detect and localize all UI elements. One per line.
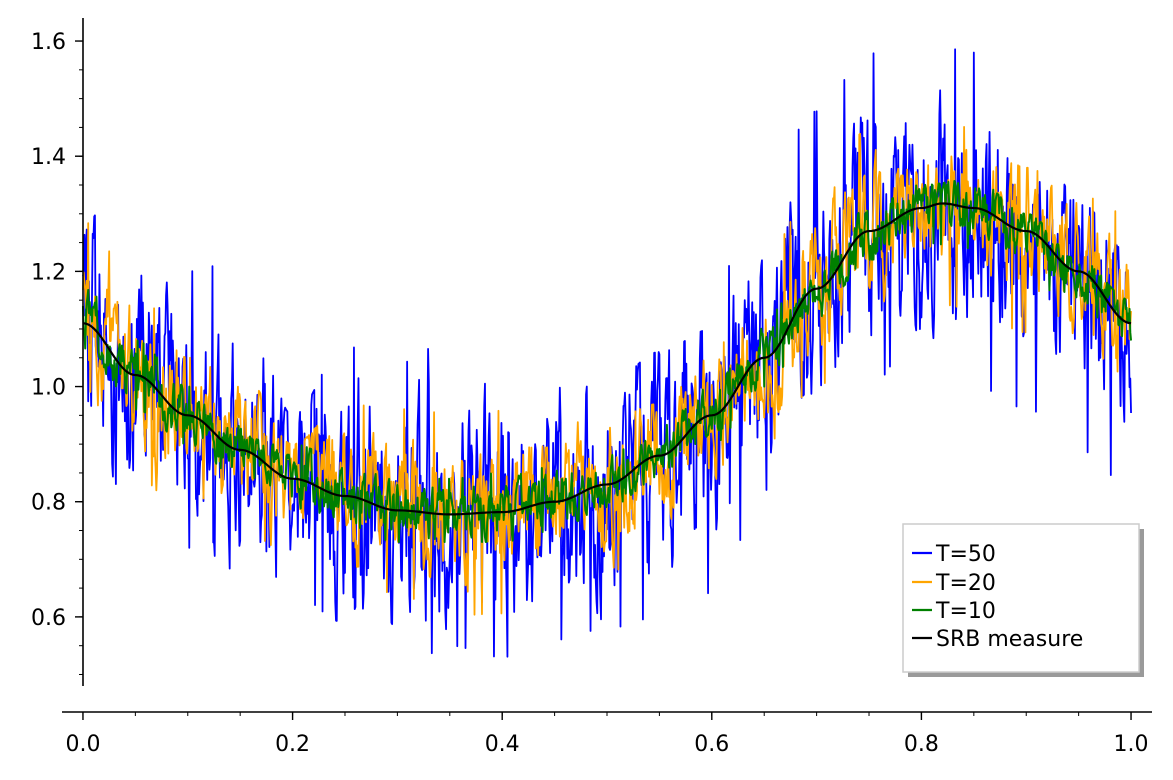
x-tick-label: 0.0 — [65, 732, 100, 757]
series-line-t10 — [81, 179, 1133, 544]
x-ticks-group: 0.0 0.2 0.4 0.6 0.8 1.0 — [65, 712, 1149, 757]
legend-item-t50: T=50 — [912, 542, 996, 567]
legend-box — [902, 523, 1140, 673]
x-tick-label: 0.6 — [694, 732, 729, 757]
y-tick-label: 1.0 — [31, 376, 66, 401]
x-tick-label: 0.4 — [485, 732, 520, 757]
x-tick-label: 1.0 — [1114, 732, 1149, 757]
x-tick-label: 0.8 — [904, 732, 939, 757]
y-tick-label: 1.6 — [31, 30, 66, 55]
legend-label-t50: T=50 — [935, 542, 996, 567]
x-tick-label: 0.2 — [275, 732, 310, 757]
y-tick-label: 1.4 — [31, 145, 66, 170]
legend-item-t20: T=20 — [912, 571, 996, 596]
legend: T=50 T=20 T=10 SRB measure — [902, 523, 1144, 677]
y-ticks-group: 0.6 0.8 1.0 1.2 1.4 1.6 — [31, 30, 83, 675]
y-tick-label: 1.2 — [31, 260, 66, 285]
legend-item-srb-measure: SRB measure — [912, 627, 1083, 652]
legend-label-t20: T=20 — [935, 571, 996, 596]
y-tick-label: 0.6 — [31, 606, 66, 631]
legend-item-t10: T=10 — [912, 599, 996, 624]
legend-label-srb-measure: SRB measure — [936, 627, 1083, 652]
legend-label-t10: T=10 — [935, 599, 996, 624]
y-tick-label: 0.8 — [31, 491, 66, 516]
series-line-srb-measure — [82, 202, 1132, 516]
plot-series-group — [81, 48, 1133, 658]
